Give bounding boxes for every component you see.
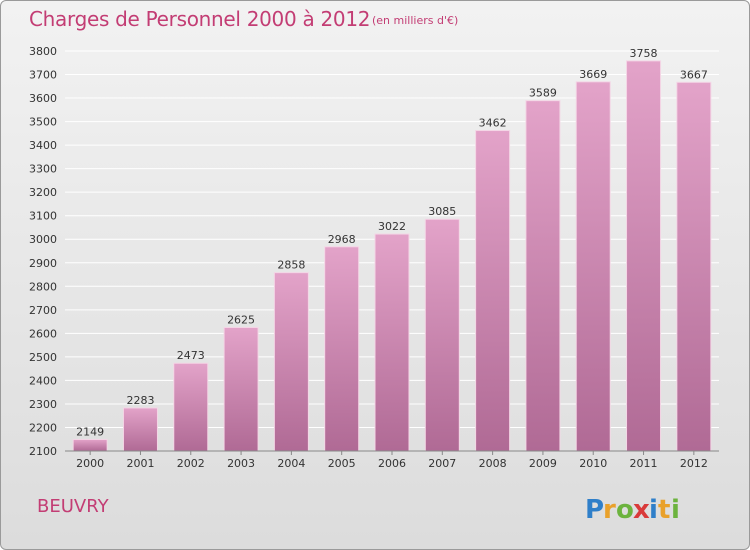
chart-subtitle: (en milliers d'€) [372, 14, 459, 27]
bar [525, 100, 561, 452]
bar [273, 272, 309, 452]
bar-value-label: 3462 [479, 117, 507, 130]
bar-value-label: 2858 [277, 259, 305, 272]
svg-text:r: r [603, 495, 616, 525]
y-tick-label: 2300 [29, 398, 57, 411]
x-tick-label: 2009 [529, 457, 557, 470]
svg-text:o: o [616, 495, 634, 525]
x-tick-label: 2010 [579, 457, 607, 470]
x-tick-label: 2008 [479, 457, 507, 470]
y-tick-label: 2200 [29, 421, 57, 434]
bar-value-label: 3667 [680, 68, 708, 81]
y-tick-label: 3500 [29, 116, 57, 129]
y-tick-label: 2500 [29, 351, 57, 364]
bar [72, 438, 108, 452]
y-tick-label: 2100 [29, 445, 57, 458]
bar-value-label: 2625 [227, 313, 255, 326]
svg-text:t: t [658, 495, 670, 525]
bar-value-label: 2283 [126, 394, 154, 407]
bar-value-label: 3669 [579, 68, 607, 81]
bar [676, 81, 712, 452]
bar [122, 407, 158, 452]
bar [424, 218, 460, 452]
bar [374, 233, 410, 452]
bar-value-label: 2968 [328, 233, 356, 246]
bar-value-label: 2473 [177, 349, 205, 362]
proxiti-logo[interactable]: P r o x i t i [581, 491, 691, 527]
x-tick-label: 2001 [126, 457, 154, 470]
bar [324, 246, 360, 452]
axes: 2100 2200 2300 2400 2500 2600 2700 2800 2900 3000… [29, 45, 719, 470]
y-tick-label: 3400 [29, 139, 57, 152]
bar-value-label: 2149 [76, 425, 104, 438]
x-tick-label: 2003 [227, 457, 255, 470]
bar [223, 326, 259, 452]
y-tick-label: 2400 [29, 374, 57, 387]
y-tick-label: 3200 [29, 186, 57, 199]
svg-text:P: P [585, 495, 604, 525]
city-name: BEUVRY [37, 496, 109, 517]
bar [173, 362, 209, 452]
x-tick-label: 2006 [378, 457, 406, 470]
y-tick-label: 2600 [29, 327, 57, 340]
y-tick-label: 3600 [29, 92, 57, 105]
bar-value-label: 3589 [529, 87, 557, 100]
y-tick-label: 2700 [29, 304, 57, 317]
svg-text:i: i [649, 495, 658, 525]
x-tick-label: 2007 [428, 457, 456, 470]
y-tick-label: 2900 [29, 257, 57, 270]
bar [575, 81, 611, 452]
bar-value-label: 3022 [378, 220, 406, 233]
bar-value-label: 3758 [630, 47, 658, 60]
y-tick-label: 3700 [29, 69, 57, 82]
bar-value-label: 3085 [428, 205, 456, 218]
x-tick-label: 2011 [630, 457, 658, 470]
bar [475, 130, 511, 452]
y-tick-label: 3800 [29, 45, 57, 58]
svg-text:i: i [671, 495, 680, 525]
x-tick-label: 2000 [76, 457, 104, 470]
x-tick-label: 2005 [328, 457, 356, 470]
svg-text:x: x [633, 495, 650, 525]
x-tick-label: 2002 [177, 457, 205, 470]
y-tick-label: 3100 [29, 210, 57, 223]
x-tick-label: 2012 [680, 457, 708, 470]
bar [626, 60, 662, 452]
bars: 2149 2283 2473 2625 2858 2968 3022 3085 3462 3589… [72, 47, 712, 452]
chart-title: Charges de Personnel 2000 à 2012 [29, 7, 371, 31]
y-tick-label: 2800 [29, 280, 57, 293]
x-tick-label: 2004 [277, 457, 305, 470]
y-tick-label: 3300 [29, 163, 57, 176]
y-tick-label: 3000 [29, 233, 57, 246]
